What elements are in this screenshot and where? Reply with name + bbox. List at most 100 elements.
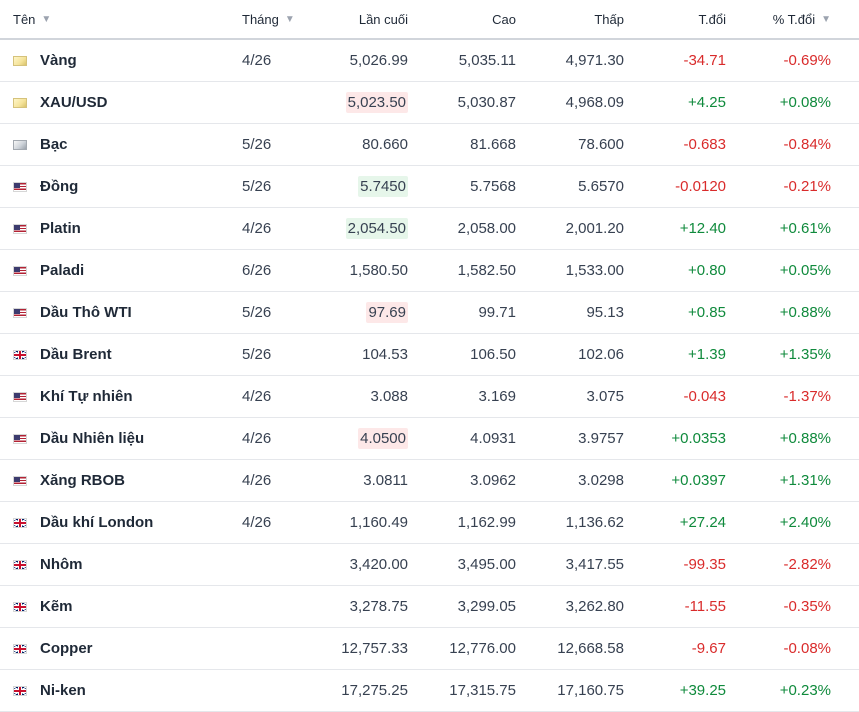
- sort-down-icon[interactable]: ▼: [41, 13, 52, 25]
- table-row[interactable]: Đồng 5/26 5.7450 5.7568 5.6570 -0.0120 -0.21%: [0, 166, 859, 208]
- instrument-name-cell[interactable]: Dầu khí London: [0, 514, 224, 531]
- last-price-cell: 4.0500: [292, 428, 408, 449]
- change-pct-cell: +0.05%: [779, 262, 831, 279]
- last-price-cell: 12,757.33: [292, 640, 408, 657]
- low-cell: 3.0298: [578, 472, 624, 489]
- instrument-name-cell[interactable]: Bạc: [0, 136, 224, 153]
- column-header-name[interactable]: Tên ▼: [0, 12, 224, 27]
- instrument-name-cell[interactable]: Dầu Thô WTI: [0, 304, 224, 321]
- high-cell: 3.169: [478, 388, 516, 405]
- column-header-change[interactable]: T.đổi: [698, 11, 726, 27]
- low-cell: 95.13: [586, 304, 624, 321]
- table-row[interactable]: Paladi 6/26 1,580.50 1,582.50 1,533.00 +0.80 +…: [0, 250, 859, 292]
- instrument-name-cell[interactable]: Đồng: [0, 178, 224, 195]
- instrument-name[interactable]: Dầu khí London: [40, 514, 154, 531]
- change-cell: -11.55: [684, 598, 726, 615]
- instrument-name[interactable]: Platin: [40, 220, 81, 237]
- instrument-name-cell[interactable]: Paladi: [0, 262, 224, 279]
- table-row[interactable]: Xăng RBOB 4/26 3.0811 3.0962 3.0298 +0.0397 +1…: [0, 460, 859, 502]
- low-cell: 5.6570: [578, 178, 624, 195]
- low-cell: 1,533.00: [565, 262, 624, 279]
- instrument-name[interactable]: XAU/USD: [40, 94, 108, 111]
- uk-flag-icon: [13, 601, 27, 612]
- change-pct-cell: +0.08%: [779, 94, 831, 111]
- last-price-value: 1,580.50: [349, 262, 408, 279]
- instrument-name[interactable]: Bạc: [40, 136, 68, 153]
- table-row[interactable]: Copper 12,757.33 12,776.00 12,668.58 -9.67 -0…: [0, 628, 859, 670]
- high-cell: 81.668: [470, 136, 516, 153]
- low-cell: 3,417.55: [565, 556, 624, 573]
- last-price-cell: 3.088: [292, 388, 408, 405]
- instrument-name[interactable]: Dầu Brent: [40, 346, 112, 363]
- instrument-name-cell[interactable]: Ni-ken: [0, 682, 224, 699]
- change-cell: +0.0353: [671, 430, 726, 447]
- column-header-change-pct[interactable]: % T.đổi ▼: [726, 12, 831, 27]
- instrument-name-cell[interactable]: Dầu Nhiên liệu: [0, 430, 224, 447]
- table-row[interactable]: Dầu Brent 5/26 104.53 106.50 102.06 +1.39 +1.3…: [0, 334, 859, 376]
- sort-down-icon[interactable]: ▼: [821, 13, 831, 25]
- low-cell: 3,262.80: [565, 598, 624, 615]
- column-header-month[interactable]: Tháng ▼: [224, 12, 295, 27]
- table-row[interactable]: Dầu khí London 4/26 1,160.49 1,162.99 1,136.…: [0, 502, 859, 544]
- last-price-cell: 1,160.49: [292, 514, 408, 531]
- instrument-name-cell[interactable]: Kẽm: [0, 598, 224, 615]
- us-flag-icon: [13, 433, 27, 444]
- instrument-name[interactable]: Dầu Nhiên liệu: [40, 430, 145, 447]
- instrument-name-cell[interactable]: Nhôm: [0, 556, 224, 573]
- table-row[interactable]: Bạc 5/26 80.660 81.668 78.600 -0.683 -0.84%: [0, 124, 859, 166]
- instrument-name-cell[interactable]: XAU/USD: [0, 94, 224, 111]
- instrument-name[interactable]: Nhôm: [40, 556, 83, 573]
- instrument-name[interactable]: Copper: [40, 640, 93, 657]
- instrument-name-cell[interactable]: Khí Tự nhiên: [0, 388, 224, 405]
- table-row[interactable]: Nhôm 3,420.00 3,495.00 3,417.55 -99.35 -2.82%: [0, 544, 859, 586]
- table-row[interactable]: Platin 4/26 2,054.50 2,058.00 2,001.20 +12.40…: [0, 208, 859, 250]
- last-price-value: 1,160.49: [349, 514, 408, 531]
- column-header-low[interactable]: Thấp: [594, 11, 624, 27]
- gold-icon: [13, 97, 27, 108]
- instrument-name[interactable]: Vàng: [40, 52, 77, 69]
- instrument-name-cell[interactable]: Xăng RBOB: [0, 472, 224, 489]
- us-flag-icon: [13, 223, 27, 234]
- table-row[interactable]: XAU/USD 5,023.50 5,030.87 4,968.09 +4.25 +0.0…: [0, 82, 859, 124]
- instrument-name-cell[interactable]: Platin: [0, 220, 224, 237]
- change-cell: -0.0120: [675, 178, 726, 195]
- column-header-last[interactable]: Lần cuối: [358, 11, 408, 27]
- us-flag-icon: [13, 391, 27, 402]
- change-cell: +0.80: [688, 262, 726, 279]
- month-cell: 4/26: [242, 514, 272, 531]
- last-price-value: 5,026.99: [349, 52, 408, 69]
- instrument-name[interactable]: Paladi: [40, 262, 85, 279]
- month-cell: 5/26: [242, 304, 272, 321]
- table-row[interactable]: Kẽm 3,278.75 3,299.05 3,262.80 -11.55 -0.35%: [0, 586, 859, 628]
- high-cell: 4.0931: [470, 430, 516, 447]
- instrument-name[interactable]: Đồng: [40, 178, 79, 195]
- instrument-name[interactable]: Kẽm: [40, 598, 73, 615]
- table-row[interactable]: Dầu Thô WTI 5/26 97.69 99.71 95.13 +0.85 +0.88…: [0, 292, 859, 334]
- uk-flag-icon: [13, 643, 27, 654]
- low-cell: 2,001.20: [565, 220, 624, 237]
- table-row[interactable]: Vàng 4/26 5,026.99 5,035.11 4,971.30 -34.71 -0…: [0, 40, 859, 82]
- change-pct-cell: -1.37%: [783, 388, 831, 405]
- month-cell: 5/26: [242, 346, 272, 363]
- instrument-name[interactable]: Ni-ken: [40, 682, 86, 699]
- last-price-cell: 80.660: [292, 136, 408, 153]
- column-header-high[interactable]: Cao: [492, 11, 516, 27]
- instrument-name-cell[interactable]: Vàng: [0, 52, 224, 69]
- instrument-name[interactable]: Khí Tự nhiên: [40, 388, 133, 405]
- low-cell: 4,968.09: [565, 94, 624, 111]
- instrument-name-cell[interactable]: Dầu Brent: [0, 346, 224, 363]
- instrument-name-cell[interactable]: Copper: [0, 640, 224, 657]
- high-cell: 1,162.99: [457, 514, 516, 531]
- instrument-name[interactable]: Xăng RBOB: [40, 472, 126, 489]
- change-pct-cell: -2.82%: [783, 556, 831, 573]
- change-cell: -34.71: [683, 52, 726, 69]
- instrument-name[interactable]: Dầu Thô WTI: [40, 304, 132, 321]
- table-row[interactable]: Khí Tự nhiên 4/26 3.088 3.169 3.075 -0.043 -1.…: [0, 376, 859, 418]
- sort-down-icon[interactable]: ▼: [284, 13, 295, 25]
- table-row[interactable]: Ni-ken 17,275.25 17,315.75 17,160.75 +39.25 +…: [0, 670, 859, 712]
- last-price-value: 5,023.50: [345, 92, 408, 113]
- change-cell: -0.683: [683, 136, 726, 153]
- table-row[interactable]: Dầu Nhiên liệu 4/26 4.0500 4.0931 3.9757 +0.0…: [0, 418, 859, 460]
- high-cell: 12,776.00: [449, 640, 516, 657]
- column-header-change-pct-label: % T.đổi: [772, 11, 816, 27]
